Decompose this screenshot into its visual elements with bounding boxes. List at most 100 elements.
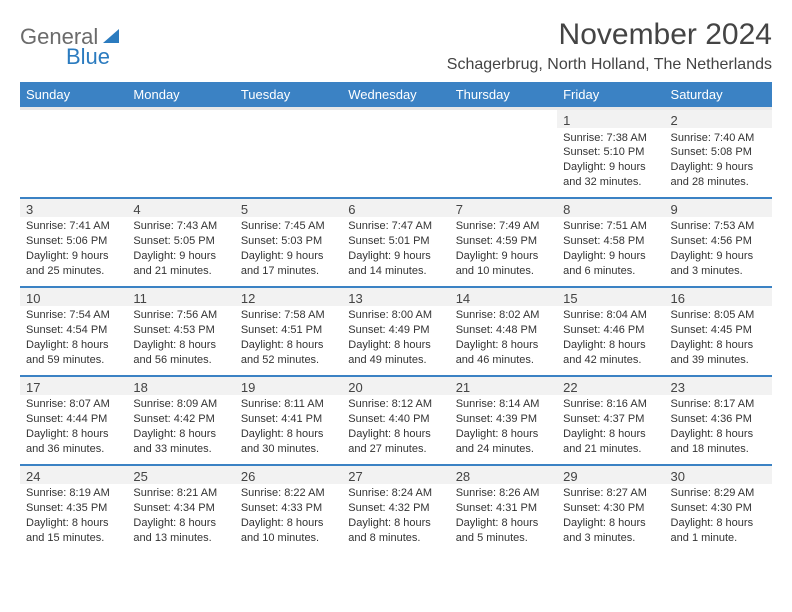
calendar-cell: 12Sunrise: 7:58 AMSunset: 4:51 PMDayligh…	[235, 288, 342, 374]
sunrise-text: Sunrise: 7:41 AM	[26, 219, 121, 234]
sunset-text: Sunset: 5:10 PM	[563, 145, 658, 160]
sunset-text: Sunset: 4:42 PM	[133, 412, 228, 427]
sunrise-text: Sunrise: 7:51 AM	[563, 219, 658, 234]
daylight-text: Daylight: 8 hours and 46 minutes.	[456, 338, 551, 368]
calendar-cell: 3Sunrise: 7:41 AMSunset: 5:06 PMDaylight…	[20, 199, 127, 285]
sunset-text: Sunset: 4:48 PM	[456, 323, 551, 338]
sunrise-text: Sunrise: 8:05 AM	[671, 308, 766, 323]
day-number: 7	[456, 201, 551, 219]
day-number: 24	[26, 468, 121, 486]
sunrise-text: Sunrise: 8:14 AM	[456, 397, 551, 412]
sunrise-text: Sunrise: 7:53 AM	[671, 219, 766, 234]
calendar-cell: 9Sunrise: 7:53 AMSunset: 4:56 PMDaylight…	[665, 199, 772, 285]
calendar-cell: 4Sunrise: 7:43 AMSunset: 5:05 PMDaylight…	[127, 199, 234, 285]
location-subtitle: Schagerbrug, North Holland, The Netherla…	[447, 56, 772, 74]
day-number: 10	[26, 290, 121, 308]
day-number: 22	[563, 379, 658, 397]
sunset-text: Sunset: 4:40 PM	[348, 412, 443, 427]
calendar-cell: 13Sunrise: 8:00 AMSunset: 4:49 PMDayligh…	[342, 288, 449, 374]
calendar-cell: 11Sunrise: 7:56 AMSunset: 4:53 PMDayligh…	[127, 288, 234, 374]
day-number: 1	[563, 112, 658, 130]
calendar-week-row: 17Sunrise: 8:07 AMSunset: 4:44 PMDayligh…	[20, 377, 772, 463]
sunrise-text: Sunrise: 7:47 AM	[348, 219, 443, 234]
calendar-cell: 28Sunrise: 8:26 AMSunset: 4:31 PMDayligh…	[450, 466, 557, 552]
daylight-text: Daylight: 9 hours and 3 minutes.	[671, 249, 766, 279]
daylight-text: Daylight: 8 hours and 39 minutes.	[671, 338, 766, 368]
sunset-text: Sunset: 4:54 PM	[26, 323, 121, 338]
sunset-text: Sunset: 4:58 PM	[563, 234, 658, 249]
day-number: 18	[133, 379, 228, 397]
daylight-text: Daylight: 8 hours and 33 minutes.	[133, 427, 228, 457]
calendar-week-row: 10Sunrise: 7:54 AMSunset: 4:54 PMDayligh…	[20, 288, 772, 374]
calendar-cell: 30Sunrise: 8:29 AMSunset: 4:30 PMDayligh…	[665, 466, 772, 552]
calendar-cell: 15Sunrise: 8:04 AMSunset: 4:46 PMDayligh…	[557, 288, 664, 374]
day-number: 15	[563, 290, 658, 308]
daylight-text: Daylight: 9 hours and 10 minutes.	[456, 249, 551, 279]
daylight-text: Daylight: 8 hours and 59 minutes.	[26, 338, 121, 368]
daylight-text: Daylight: 8 hours and 56 minutes.	[133, 338, 228, 368]
day-header: Monday	[127, 82, 234, 107]
day-number: 27	[348, 468, 443, 486]
sunset-text: Sunset: 5:05 PM	[133, 234, 228, 249]
daylight-text: Daylight: 9 hours and 17 minutes.	[241, 249, 336, 279]
sunset-text: Sunset: 4:46 PM	[563, 323, 658, 338]
day-number: 3	[26, 201, 121, 219]
calendar-cell: 18Sunrise: 8:09 AMSunset: 4:42 PMDayligh…	[127, 377, 234, 463]
daylight-text: Daylight: 9 hours and 14 minutes.	[348, 249, 443, 279]
daylight-text: Daylight: 8 hours and 5 minutes.	[456, 516, 551, 546]
calendar-week-row: 3Sunrise: 7:41 AMSunset: 5:06 PMDaylight…	[20, 199, 772, 285]
daylight-text: Daylight: 8 hours and 36 minutes.	[26, 427, 121, 457]
calendar-week-row: 1Sunrise: 7:38 AMSunset: 5:10 PMDaylight…	[20, 110, 772, 196]
calendar-cell: 29Sunrise: 8:27 AMSunset: 4:30 PMDayligh…	[557, 466, 664, 552]
day-number: 8	[563, 201, 658, 219]
brand-text-2: Blue	[66, 44, 119, 70]
sunset-text: Sunset: 4:39 PM	[456, 412, 551, 427]
sunset-text: Sunset: 4:31 PM	[456, 501, 551, 516]
day-header: Sunday	[20, 82, 127, 107]
day-header: Thursday	[450, 82, 557, 107]
sunrise-text: Sunrise: 7:45 AM	[241, 219, 336, 234]
sunrise-text: Sunrise: 8:11 AM	[241, 397, 336, 412]
calendar-cell: 21Sunrise: 8:14 AMSunset: 4:39 PMDayligh…	[450, 377, 557, 463]
sunset-text: Sunset: 4:37 PM	[563, 412, 658, 427]
sunrise-text: Sunrise: 8:22 AM	[241, 486, 336, 501]
calendar-cell: 20Sunrise: 8:12 AMSunset: 4:40 PMDayligh…	[342, 377, 449, 463]
calendar-cell	[450, 110, 557, 196]
sunrise-text: Sunrise: 8:12 AM	[348, 397, 443, 412]
month-title: November 2024	[447, 18, 772, 52]
title-block: November 2024 Schagerbrug, North Holland…	[447, 18, 772, 74]
calendar-cell: 7Sunrise: 7:49 AMSunset: 4:59 PMDaylight…	[450, 199, 557, 285]
sunset-text: Sunset: 4:30 PM	[671, 501, 766, 516]
sunrise-text: Sunrise: 8:29 AM	[671, 486, 766, 501]
day-number: 4	[133, 201, 228, 219]
sunrise-text: Sunrise: 8:00 AM	[348, 308, 443, 323]
day-header: Tuesday	[235, 82, 342, 107]
calendar-cell: 24Sunrise: 8:19 AMSunset: 4:35 PMDayligh…	[20, 466, 127, 552]
sunset-text: Sunset: 4:35 PM	[26, 501, 121, 516]
sunrise-text: Sunrise: 8:07 AM	[26, 397, 121, 412]
calendar-cell: 2Sunrise: 7:40 AMSunset: 5:08 PMDaylight…	[665, 110, 772, 196]
calendar-cell: 1Sunrise: 7:38 AMSunset: 5:10 PMDaylight…	[557, 110, 664, 196]
daylight-text: Daylight: 8 hours and 52 minutes.	[241, 338, 336, 368]
calendar-cell: 14Sunrise: 8:02 AMSunset: 4:48 PMDayligh…	[450, 288, 557, 374]
day-number: 28	[456, 468, 551, 486]
daylight-text: Daylight: 8 hours and 10 minutes.	[241, 516, 336, 546]
day-number: 29	[563, 468, 658, 486]
calendar-cell: 25Sunrise: 8:21 AMSunset: 4:34 PMDayligh…	[127, 466, 234, 552]
calendar-cell: 16Sunrise: 8:05 AMSunset: 4:45 PMDayligh…	[665, 288, 772, 374]
sunrise-text: Sunrise: 8:17 AM	[671, 397, 766, 412]
calendar-cell: 8Sunrise: 7:51 AMSunset: 4:58 PMDaylight…	[557, 199, 664, 285]
calendar-cell	[127, 110, 234, 196]
day-number: 19	[241, 379, 336, 397]
day-number: 5	[241, 201, 336, 219]
calendar-cell: 6Sunrise: 7:47 AMSunset: 5:01 PMDaylight…	[342, 199, 449, 285]
calendar-cell: 26Sunrise: 8:22 AMSunset: 4:33 PMDayligh…	[235, 466, 342, 552]
daylight-text: Daylight: 8 hours and 1 minute.	[671, 516, 766, 546]
calendar-cell: 23Sunrise: 8:17 AMSunset: 4:36 PMDayligh…	[665, 377, 772, 463]
sunrise-text: Sunrise: 7:38 AM	[563, 131, 658, 146]
day-number: 30	[671, 468, 766, 486]
day-header-row: Sunday Monday Tuesday Wednesday Thursday…	[20, 82, 772, 107]
day-number: 11	[133, 290, 228, 308]
calendar-cell	[342, 110, 449, 196]
sunrise-text: Sunrise: 7:43 AM	[133, 219, 228, 234]
